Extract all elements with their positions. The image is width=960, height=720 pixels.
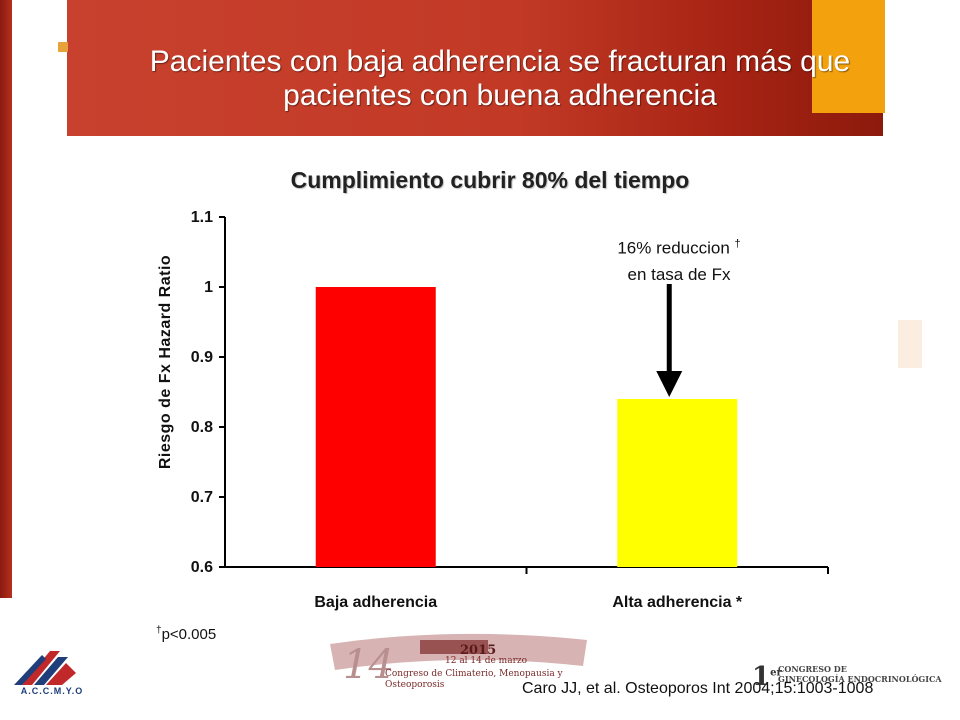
left-decorative-strip bbox=[0, 0, 12, 598]
annotation-line1: 16% reduccion bbox=[617, 238, 730, 258]
y-axis-label: Riesgo de Fx Hazard Ratio bbox=[157, 255, 174, 469]
congreso-logo-text: 2015 12 al 14 de marzo Congreso de Clima… bbox=[345, 643, 580, 691]
annotation-dagger: † bbox=[734, 238, 741, 250]
annotation-arrow-head bbox=[656, 371, 683, 397]
y-tick-label: 0.9 bbox=[191, 349, 213, 366]
y-tick-label: 0.7 bbox=[191, 489, 213, 506]
slide-title-line1: Pacientes con baja adherencia se fractur… bbox=[149, 45, 851, 78]
footnote-dagger: † bbox=[156, 625, 162, 636]
citation: Caro JJ, et al. Osteoporos Int 2004;15:1… bbox=[522, 680, 874, 697]
slide-title: Pacientes con baja adherencia se fractur… bbox=[96, 45, 904, 113]
x-tick-label: Alta adherencia * bbox=[612, 594, 743, 611]
gineco-logo-text: CONGRESO DE GINECOLOGÍA ENDOCRINOLÓGICA bbox=[778, 664, 942, 684]
significance-footnote: †p<0.005 bbox=[156, 625, 216, 643]
svg-text:14: 14 bbox=[343, 642, 394, 688]
y-tick-label: 1 bbox=[204, 279, 213, 296]
gineco-logo-mark: 1er bbox=[752, 662, 782, 692]
footnote-text: p<0.005 bbox=[161, 626, 217, 643]
gineco-line1: CONGRESO DE bbox=[778, 664, 847, 674]
bar bbox=[617, 399, 738, 567]
banner-accent-block bbox=[812, 0, 885, 113]
side-decoration bbox=[898, 320, 922, 368]
chart-title: Cumplimiento cubrir 80% del tiempo bbox=[290, 167, 690, 193]
congreso-dates: 12 al 14 de marzo bbox=[445, 656, 528, 666]
annotation-line2: en tasa de Fx bbox=[627, 264, 731, 284]
x-tick-label: Baja adherencia bbox=[314, 594, 437, 611]
congreso-climaterio-logo: 14 bbox=[330, 633, 587, 688]
gineco-line2: GINECOLOGÍA ENDOCRINOLÓGICA bbox=[778, 674, 942, 684]
bar bbox=[315, 287, 436, 567]
bullet-icon bbox=[58, 42, 68, 52]
title-banner bbox=[67, 0, 883, 136]
y-tick-label: 1.1 bbox=[191, 209, 213, 226]
reduction-annotation: 16% reduccion † en tasa de Fx bbox=[584, 231, 774, 288]
congreso-year: 2015 bbox=[460, 643, 497, 658]
y-tick-label: 0.8 bbox=[191, 419, 213, 436]
accmyo-logo-text: A.C.C.M.Y.O bbox=[20, 686, 84, 696]
y-tick-label: 0.6 bbox=[191, 559, 213, 576]
slide-title-line2: pacientes con buena adherencia bbox=[283, 79, 717, 112]
congreso-name: Congreso de Climaterio, Menopausia y Ost… bbox=[385, 669, 563, 690]
accmyo-logo bbox=[14, 651, 76, 685]
